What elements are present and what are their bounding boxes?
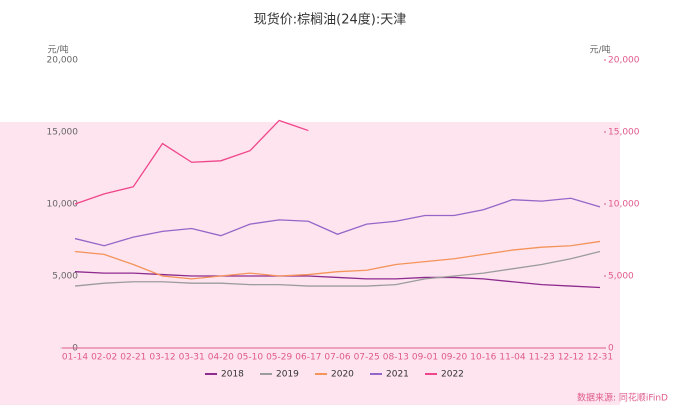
series-line	[74, 240, 601, 280]
x-tick-label: 11-23	[529, 353, 555, 363]
series-line	[74, 271, 601, 289]
x-tick-label: 11-04	[499, 353, 525, 363]
plot-background	[0, 122, 620, 405]
x-tick-label: 05-10	[237, 353, 263, 363]
x-tick-label: 07-06	[324, 353, 350, 363]
x-tick-label: 02-02	[91, 353, 117, 363]
x-tick-label: 02-21	[120, 353, 146, 363]
legend-label: 2022	[441, 370, 464, 380]
y-tick-label: 5,000	[52, 272, 78, 282]
x-tick-label: 01-14	[62, 353, 88, 363]
y-axis-label: 元/吨	[47, 44, 68, 56]
series-line	[74, 197, 601, 247]
legend-label: 2019	[276, 370, 299, 380]
chart-title: 现货价:棕榈油(24度):天津	[254, 12, 406, 28]
series-line	[74, 250, 601, 287]
legend-label: 2020	[331, 370, 354, 380]
x-tick-label: 08-13	[383, 353, 409, 363]
x-tick-label: 12-31	[587, 353, 613, 363]
x-tick-label: 10-16	[470, 353, 496, 363]
y2-tick-label: 20,000	[608, 56, 640, 66]
y-tick-label: 20,000	[47, 56, 79, 66]
y-tick-label: 10,000	[47, 200, 79, 210]
x-tick-label: 05-29	[266, 353, 292, 363]
x-tick-label: 09-20	[441, 353, 467, 363]
y2-axis-label: 元/吨	[589, 44, 610, 56]
y2-tick-label: 15,000	[608, 128, 640, 138]
y-tick-label: 15,000	[47, 128, 79, 138]
legend-label: 2021	[386, 370, 409, 380]
legend-label: 2018	[221, 370, 244, 380]
y2-tick-label: 10,000	[608, 200, 640, 210]
x-tick-label: 03-12	[149, 353, 175, 363]
series-line	[74, 119, 309, 205]
x-tick-label: 06-17	[295, 353, 321, 363]
y2-tick-label: 0	[608, 344, 614, 354]
x-tick-label: 09-01	[412, 353, 438, 363]
source-note: 数据来源: 同花顺iFinD	[577, 392, 668, 404]
x-tick-label: 04-20	[208, 353, 234, 363]
x-tick-label: 12-12	[558, 353, 584, 363]
y2-tick-label: 5,000	[608, 272, 634, 282]
x-tick-label: 07-25	[354, 353, 380, 363]
x-tick-label: 03-31	[179, 353, 205, 363]
